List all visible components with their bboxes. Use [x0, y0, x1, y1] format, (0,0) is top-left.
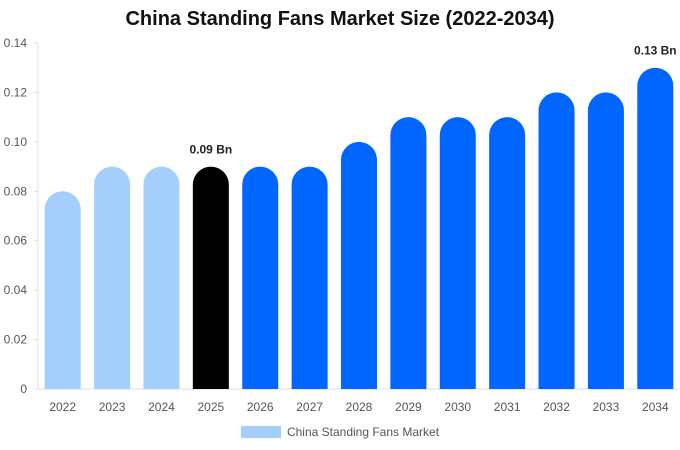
- y-tick-label: 0.02: [4, 333, 28, 347]
- y-tick-label: 0.04: [4, 283, 28, 297]
- bar-2023: [94, 166, 131, 389]
- y-tick-label: 0.10: [4, 135, 28, 149]
- y-tick-label: 0: [20, 382, 27, 396]
- x-tick-label: 2024: [148, 400, 175, 414]
- x-tick-label: 2027: [296, 400, 323, 414]
- data-label-2034: 0.13 Bn: [634, 44, 677, 58]
- bar-2025: [192, 166, 229, 389]
- x-tick-label: 2033: [593, 400, 620, 414]
- x-tick-label: 2034: [642, 400, 669, 414]
- bar-2034: [637, 67, 674, 389]
- chart-title: China Standing Fans Market Size (2022-20…: [125, 8, 555, 30]
- y-tick-label: 0.14: [4, 36, 28, 50]
- bar-2033: [587, 92, 624, 389]
- bar-2032: [538, 92, 575, 389]
- x-tick-label: 2025: [197, 400, 224, 414]
- x-tick-label: 2022: [49, 400, 76, 414]
- bar-2028: [341, 141, 377, 389]
- legend: China Standing Fans Market: [0, 425, 680, 439]
- bar-2022: [44, 191, 81, 389]
- bar-2029: [390, 117, 427, 389]
- y-tick-label: 0.12: [4, 85, 28, 99]
- legend-swatch: [240, 426, 281, 438]
- y-tick-label: 0.06: [4, 234, 28, 248]
- data-label-2025: 0.09 Bn: [190, 143, 233, 157]
- bar-2031: [489, 117, 526, 390]
- x-tick-label: 2030: [444, 400, 471, 414]
- x-tick-label: 2028: [346, 400, 373, 414]
- x-tick-label: 2023: [99, 400, 126, 414]
- legend-label: China Standing Fans Market: [286, 425, 440, 439]
- x-tick-label: 2026: [247, 400, 274, 414]
- x-tick-label: 2029: [395, 400, 422, 414]
- x-tick-label: 2031: [494, 400, 521, 414]
- bar-2027: [291, 166, 328, 389]
- bar-2030: [439, 117, 476, 389]
- bar-2024: [143, 166, 180, 389]
- y-tick-label: 0.08: [4, 184, 28, 198]
- bar-2026: [242, 166, 279, 389]
- x-tick-label: 2032: [543, 400, 570, 414]
